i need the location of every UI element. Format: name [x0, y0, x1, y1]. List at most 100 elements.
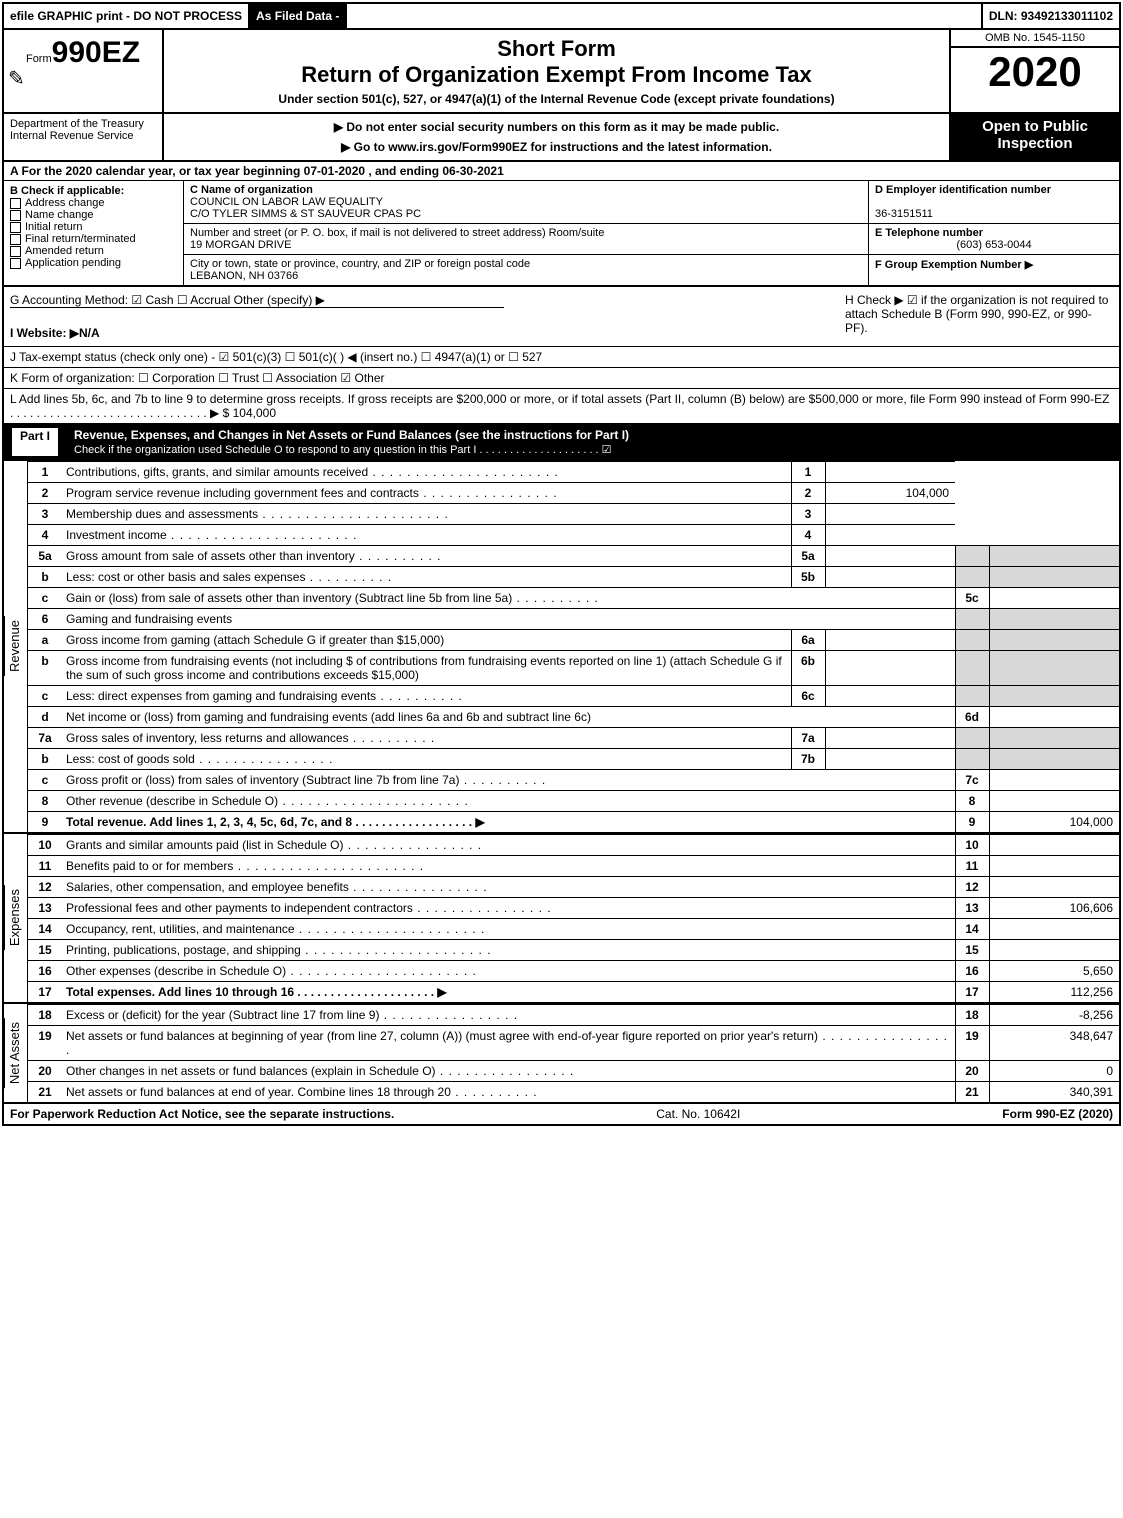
grey-cell [955, 686, 989, 707]
checkbox-icon[interactable] [10, 222, 21, 233]
under-line: Under section 501(c), 527, or 4947(a)(1)… [172, 92, 941, 106]
row-amount [989, 877, 1119, 898]
row-text: Occupancy, rent, utilities, and maintena… [62, 919, 955, 940]
row-subamt [825, 651, 955, 686]
checkbox-icon[interactable] [10, 198, 21, 209]
grey-cell [955, 630, 989, 651]
row-text: Gross amount from sale of assets other t… [62, 546, 791, 567]
checkbox-icon[interactable] [10, 258, 21, 269]
checkbox-icon[interactable] [10, 210, 21, 221]
sub-mid: ▶ Do not enter social security numbers o… [164, 114, 949, 160]
box-c: C Name of organization COUNCIL ON LABOR … [184, 181, 869, 285]
row-linenum: 3 [791, 504, 825, 525]
subheader: Department of the Treasury Internal Reve… [4, 114, 1119, 162]
row-amount [989, 856, 1119, 877]
row-num: 8 [28, 791, 62, 812]
row-num: 21 [28, 1082, 62, 1103]
row-num: c [28, 588, 62, 609]
row-text: Gross income from gaming (attach Schedul… [62, 630, 791, 651]
row-text: Net assets or fund balances at end of ye… [62, 1082, 955, 1103]
row-amount: 348,647 [989, 1026, 1119, 1061]
form-header: ✎ Form990EZ Short Form Return of Organiz… [4, 30, 1119, 114]
row-text: Investment income [62, 525, 791, 546]
row-linenum: 12 [955, 877, 989, 898]
row-subamt [825, 630, 955, 651]
line-k: K Form of organization: ☐ Corporation ☐ … [4, 368, 1119, 389]
row-linenum: 17 [955, 982, 989, 1003]
footer-mid: Cat. No. 10642I [394, 1107, 1002, 1121]
ghi-box: G Accounting Method: ☑ Cash ☐ Accrual Ot… [4, 287, 1119, 347]
line-l: L Add lines 5b, 6c, and 7b to line 9 to … [4, 389, 1119, 424]
header-mid: Short Form Return of Organization Exempt… [164, 30, 949, 112]
row-amount [989, 835, 1119, 856]
ghi-left: G Accounting Method: ☑ Cash ☐ Accrual Ot… [4, 287, 839, 346]
row-amount: 112,256 [989, 982, 1119, 1003]
phone-cell: E Telephone number (603) 653-0044 [869, 224, 1119, 255]
row-num: b [28, 567, 62, 588]
row-num: 11 [28, 856, 62, 877]
row-text: Grants and similar amounts paid (list in… [62, 835, 955, 856]
grey-cell [989, 749, 1119, 770]
row-text: Other expenses (describe in Schedule O) [62, 961, 955, 982]
row-num: 10 [28, 835, 62, 856]
revenue-section: Revenue 1Contributions, gifts, grants, a… [4, 460, 1119, 832]
line-a: A For the 2020 calendar year, or tax yea… [4, 162, 1119, 181]
row-sublinenum: 6b [791, 651, 825, 686]
row-linenum: 2 [791, 483, 825, 504]
org-name-cell: C Name of organization COUNCIL ON LABOR … [184, 181, 868, 224]
dln-label: DLN: 93492133011102 [983, 4, 1119, 28]
row-text: Total revenue. Add lines 1, 2, 3, 4, 5c,… [62, 812, 955, 833]
row-linenum: 4 [791, 525, 825, 546]
goto-link: ▶ Go to www.irs.gov/Form990EZ for instru… [170, 140, 943, 154]
row-linenum: 9 [955, 812, 989, 833]
row-linenum: 16 [955, 961, 989, 982]
row-text: Excess or (deficit) for the year (Subtra… [62, 1005, 955, 1026]
row-text: Benefits paid to or for members [62, 856, 955, 877]
row-text: Net income or (loss) from gaming and fun… [62, 707, 955, 728]
row-amount: -8,256 [989, 1005, 1119, 1026]
footer-right: Form 990-EZ (2020) [1002, 1107, 1113, 1121]
dept-treasury: Department of the Treasury Internal Reve… [4, 114, 164, 160]
city-value: LEBANON, NH 03766 [190, 270, 298, 282]
row-subamt [825, 728, 955, 749]
line-g: G Accounting Method: ☑ Cash ☐ Accrual Ot… [10, 293, 504, 308]
form-prefix: Form [26, 53, 52, 65]
checkbox-icon[interactable] [10, 246, 21, 257]
row-text: Less: cost of goods sold [62, 749, 791, 770]
street-cell: Number and street (or P. O. box, if mail… [184, 224, 868, 255]
row-sublinenum: 7a [791, 728, 825, 749]
row-amount [989, 588, 1119, 609]
city-cell: City or town, state or province, country… [184, 255, 868, 285]
grey-cell [989, 546, 1119, 567]
grey-cell [989, 728, 1119, 749]
form-page: efile GRAPHIC print - DO NOT PROCESS As … [2, 2, 1121, 1126]
expenses-table: 10Grants and similar amounts paid (list … [28, 834, 1119, 1002]
row-amount: 5,650 [989, 961, 1119, 982]
row-num: b [28, 749, 62, 770]
form-number: 990EZ [52, 36, 140, 69]
row-linenum: 21 [955, 1082, 989, 1103]
grey-cell [989, 651, 1119, 686]
dept-label: Department of the Treasury [10, 118, 156, 130]
row-linenum: 7c [955, 770, 989, 791]
row-num: 4 [28, 525, 62, 546]
open-public: Open to Public Inspection [949, 114, 1119, 160]
efile-label: efile GRAPHIC print - DO NOT PROCESS [4, 4, 250, 28]
grey-cell [989, 567, 1119, 588]
part1-label: Part I [12, 428, 58, 456]
tax-year: 2020 [951, 48, 1119, 96]
phone-label: E Telephone number [875, 227, 983, 239]
checkbox-icon[interactable] [10, 234, 21, 245]
ein-cell: D Employer identification number 36-3151… [869, 181, 1119, 224]
header-left: ✎ Form990EZ [4, 30, 164, 112]
row-num: 17 [28, 982, 62, 1003]
row-num: 2 [28, 483, 62, 504]
row-text: Less: cost or other basis and sales expe… [62, 567, 791, 588]
row-text: Other revenue (describe in Schedule O) [62, 791, 955, 812]
row-text: Gross sales of inventory, less returns a… [62, 728, 791, 749]
street-label: Number and street (or P. O. box, if mail… [190, 227, 604, 239]
ein-value: 36-3151511 [875, 208, 933, 220]
expenses-section: Expenses 10Grants and similar amounts pa… [4, 832, 1119, 1002]
row-num: 18 [28, 1005, 62, 1026]
row-amount [989, 919, 1119, 940]
